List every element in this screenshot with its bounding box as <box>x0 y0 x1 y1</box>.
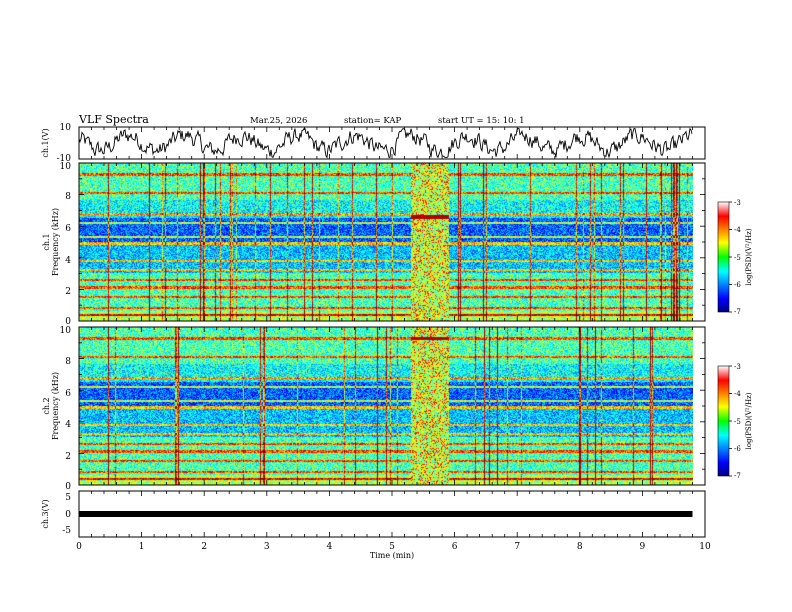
ch2-colorbar-tick-m4: -4 <box>734 390 741 398</box>
ch3-ytick-5: 5 <box>65 493 71 503</box>
ch2-ytick-6: 6 <box>65 389 71 399</box>
chart-title: VLF Spectra <box>78 113 149 126</box>
ch1-waveform-frame <box>78 126 706 160</box>
x-axis-tick-labels: 0 1 2 3 4 5 6 7 8 9 10 <box>76 542 711 552</box>
xtick-label-3: 3 <box>264 542 270 552</box>
ch1-spectrogram-panel: 0 2 4 6 8 10 ch.1 Frequency (kHz) -3 -4 … <box>42 162 753 327</box>
station-label: station= KAP <box>344 116 402 126</box>
ch1-ylabel-channel: ch.1 <box>42 233 51 250</box>
ch2-ytick-10: 10 <box>60 326 72 336</box>
ch1-waveform-trace <box>78 127 693 159</box>
axis-tick-marks <box>78 127 732 537</box>
ch1-waveform-ylabel: ch.1(V) <box>41 128 50 157</box>
ch1-spectrogram-image <box>79 163 693 321</box>
ch2-colorbar-label: log(PSD)(V²/Hz) <box>745 392 753 449</box>
ch2-ytick-4: 4 <box>65 420 71 430</box>
ch1-colorbar-label: log(PSD)(V²/Hz) <box>745 228 753 285</box>
ch3-waveform-ylabel: ch.3(V) <box>41 499 50 528</box>
ch1-colorbar <box>717 201 730 313</box>
ch3-waveform-trace <box>79 511 693 517</box>
ch2-ytick-8: 8 <box>65 357 71 367</box>
x-axis-label: Time (min) <box>370 551 414 560</box>
date-label: Mar.25, 2026 <box>250 116 307 126</box>
xtick-label-2: 2 <box>201 542 207 552</box>
ch2-ylabel-channel: ch.2 <box>42 397 51 414</box>
ch2-colorbar-tick-m5: -5 <box>734 418 741 426</box>
ch1-ytick-8: 8 <box>65 192 71 202</box>
ch3-ytick-0: 0 <box>65 510 71 520</box>
xtick-label-5: 5 <box>389 542 395 552</box>
ch1-ytick-bottom: -10 <box>57 154 72 164</box>
xtick-label-1: 1 <box>139 542 145 552</box>
ch1-colorbar-tick-m4: -4 <box>734 226 741 234</box>
xtick-label-4: 4 <box>327 542 333 552</box>
ch1-colorbar-tick-m7: -7 <box>734 308 741 316</box>
ch1-colorbar-tick-m5: -5 <box>734 254 741 262</box>
xtick-label-10: 10 <box>699 542 711 552</box>
ch1-ytick-0: 0 <box>65 317 71 327</box>
ch2-spectrogram-image <box>79 327 693 485</box>
ch1-colorbar-tick-m6: -6 <box>734 281 741 289</box>
ch1-ytick-2: 2 <box>65 287 71 297</box>
ch1-ytick-4: 4 <box>65 256 71 266</box>
ch2-ylabel-frequency: Frequency (kHz) <box>51 372 60 440</box>
ch2-spectrogram-panel: 0 2 4 6 8 10 ch.2 Frequency (kHz) -3 -4 … <box>42 326 753 492</box>
ch2-colorbar-tick-m6: -6 <box>734 445 741 453</box>
ch2-ytick-2: 2 <box>65 452 71 462</box>
xtick-label-0: 0 <box>76 542 82 552</box>
ch2-colorbar-tick-m7: -7 <box>734 472 741 480</box>
ch3-waveform-panel: 5 0 -5 ch.3(V) <box>41 490 706 538</box>
xtick-label-6: 6 <box>452 542 458 552</box>
ch1-ytick-10: 10 <box>60 162 72 172</box>
ch2-colorbar <box>717 365 730 477</box>
ch1-waveform-panel: 10 -10 ch.1(V) <box>41 123 706 164</box>
ch1-ytick-top: 10 <box>60 123 72 133</box>
xtick-label-9: 9 <box>640 542 646 552</box>
ch1-colorbar-tick-m3: -3 <box>734 199 741 207</box>
ch1-ylabel-frequency: Frequency (kHz) <box>51 208 60 276</box>
ch2-ytick-0: 0 <box>65 482 71 492</box>
start-time-label: start UT = 15: 10: 1 <box>438 116 525 126</box>
xtick-label-7: 7 <box>514 542 520 552</box>
ch2-colorbar-tick-m3: -3 <box>734 363 741 371</box>
ch1-ytick-6: 6 <box>65 224 71 234</box>
ch3-ytick-m5: -5 <box>62 526 71 536</box>
ch1-waveform-line <box>78 127 693 159</box>
xtick-label-8: 8 <box>577 542 583 552</box>
